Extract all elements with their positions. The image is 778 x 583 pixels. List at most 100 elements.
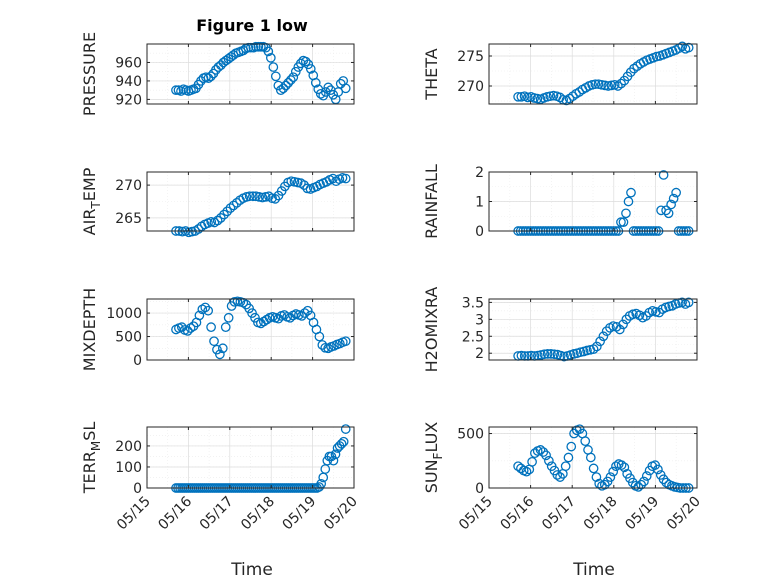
axes-frame [146, 171, 355, 232]
data-point [200, 302, 211, 313]
y-tick-label: 2 [475, 346, 484, 362]
data-point [295, 58, 306, 69]
subplot-2: 270 275 THETA [422, 41, 698, 106]
subplot-5: 0 500 1000 MIXDEPTH [80, 288, 355, 371]
data-point [288, 72, 299, 83]
data-point [273, 80, 284, 91]
y-tick-label: 100 [115, 460, 142, 476]
data-point [513, 91, 523, 102]
y-tick-label: 2 [475, 165, 484, 181]
axes-frame [488, 426, 698, 489]
data-point [299, 308, 310, 318]
subplot-4: 0 1 2 RAINFALL [422, 164, 698, 240]
data-point [228, 50, 239, 60]
y-axis-label: RAINFALL [422, 164, 441, 239]
data-point [552, 470, 563, 480]
data-point [212, 344, 222, 355]
data-point [253, 41, 264, 52]
x-tick-label: 05/19 [280, 494, 320, 534]
y-axis-label: THETA [422, 48, 441, 100]
y-axis-label: H2OMIXRA [422, 287, 441, 373]
x-tick-label: 05/19 [622, 494, 662, 534]
y-axis-label: AIRTEMP [80, 167, 103, 235]
axes-frame [146, 426, 355, 489]
x-tick-label: 05/15 [114, 494, 154, 534]
data-point [623, 196, 634, 207]
data-point [206, 71, 216, 82]
axes-frame [488, 298, 698, 361]
data-point [618, 217, 629, 227]
data-point [663, 208, 674, 219]
data-point [668, 193, 679, 204]
data-point [591, 472, 602, 482]
data-point [618, 319, 628, 330]
data-point [317, 340, 328, 350]
data-point [641, 471, 652, 481]
data-point [639, 476, 649, 487]
data-point [244, 303, 254, 314]
data-point [513, 461, 523, 472]
data-point [591, 341, 602, 352]
y-tick-label: 270 [457, 79, 484, 95]
data-point [555, 92, 565, 103]
data-point [228, 200, 239, 211]
data-point [616, 217, 626, 227]
data-point [661, 205, 671, 216]
data-point [225, 203, 236, 213]
data-point [338, 436, 349, 447]
data-point [323, 82, 334, 93]
data-point [598, 331, 609, 342]
data-point [616, 78, 626, 89]
x-tick-label: 05/18 [581, 494, 621, 534]
data-point [220, 322, 231, 333]
data-point [539, 349, 550, 360]
data-point [310, 77, 321, 88]
x-axis-label-right: Time [572, 560, 615, 580]
x-tick-label: 05/17 [539, 494, 579, 534]
x-tick-label: 05/17 [197, 494, 237, 534]
y-tick-label: 960 [115, 55, 142, 71]
data-point [222, 206, 233, 217]
y-tick-label: 3.5 [462, 295, 484, 311]
data-point [538, 447, 549, 457]
data-point [683, 297, 694, 308]
data-point [633, 482, 644, 492]
data-point [328, 455, 339, 466]
data-point [328, 173, 338, 184]
x-tick-label: 05/18 [238, 494, 278, 534]
data-point [194, 310, 205, 321]
data-point [595, 336, 605, 347]
subplot-6: 22.533.5 H2OMIXRA [422, 287, 698, 373]
data-point [542, 349, 553, 359]
data-point [278, 83, 289, 94]
data-point [601, 326, 612, 337]
data-point [626, 187, 636, 198]
y-tick-label: 500 [115, 330, 142, 346]
axes-layer: 920 940 960 PRESSURE 270 275 THETA 265 270 AIRTEM… [80, 32, 704, 533]
data-point [290, 66, 301, 77]
data-point [209, 336, 219, 347]
data-point [263, 46, 274, 57]
y-tick-label: 1000 [106, 306, 142, 322]
data-point [268, 62, 279, 72]
y-tick-label: 0 [133, 481, 142, 497]
data-point [588, 463, 599, 474]
y-tick-label: 275 [457, 49, 484, 65]
data-point [613, 81, 623, 91]
data-point [247, 191, 258, 202]
data-point [255, 41, 266, 52]
data-point [340, 336, 351, 347]
figure-title: Figure 1 low [196, 16, 308, 35]
subplot-8: 0 500 05/15 05/16 05/17 05/18 05/19 05/20 SUNFLU… [422, 422, 704, 534]
data-point [636, 479, 646, 490]
y-tick-label: 0 [475, 224, 484, 240]
data-point [619, 462, 630, 473]
data-point [300, 56, 311, 67]
x-tick-label: 05/20 [321, 494, 361, 534]
data-point [641, 311, 651, 321]
data-point [340, 173, 351, 184]
data-point [206, 322, 216, 333]
data-point [250, 312, 260, 323]
subplot-1: 920 940 960 PRESSURE [80, 32, 355, 116]
subplot-3: 265 270 AIRTEMP [80, 167, 355, 238]
